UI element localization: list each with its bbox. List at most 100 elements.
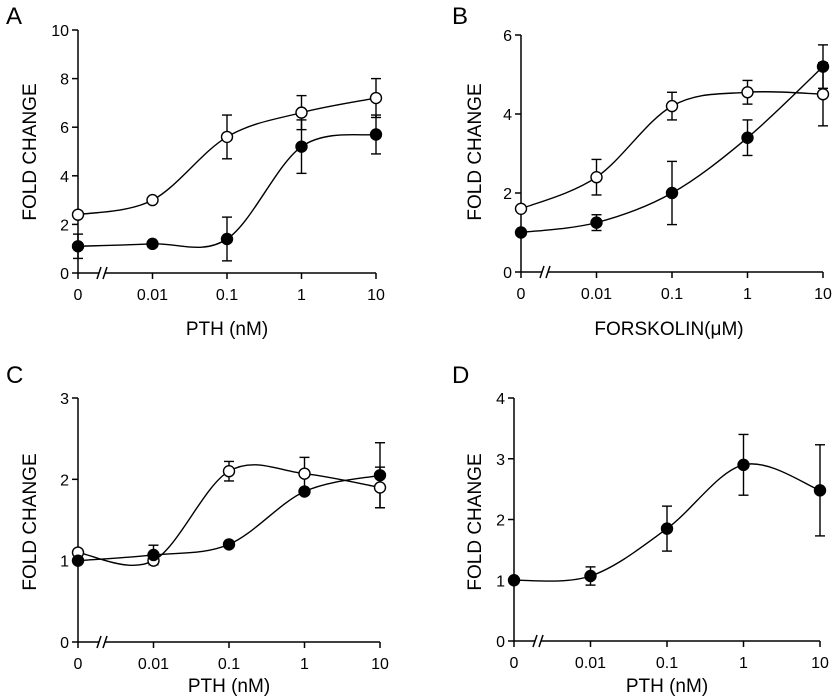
panel-d-filled-data-point [584, 569, 597, 583]
panel-a: A 0 2 4 6 8 10 0 0.01 0.1 1 10 PTH (nM) FOLD CHANG… [6, 3, 385, 340]
panel-b-x-axis-label: FORSKOLIN(μM) [594, 319, 743, 340]
panel-d-y-tick-label: 1 [496, 573, 505, 590]
panel-c-filled-data-point [298, 485, 311, 498]
panel-a-y-tick-label: 4 [60, 169, 69, 186]
panel-b-axis-break-mark [539, 265, 545, 279]
panel-b-filled-data-point [590, 216, 603, 229]
panel-d-x-tick-label: 0.1 [656, 655, 678, 672]
panel-c: C 0 1 2 3 0 0.01 0.1 1 10 PTH (nM) FOLD CHANGE [6, 362, 389, 697]
panel-b-plot: 0 2 4 6 0 0.01 0.1 1 10 [503, 28, 832, 303]
panel-a-filled-data-point [295, 140, 308, 153]
panel-a-open-data-point [295, 106, 308, 119]
panel-a-open-data-point [369, 91, 383, 105]
panel-a-x-tick-label: 1 [297, 287, 306, 304]
panel-b-filled-data-point [514, 226, 528, 239]
panel-b-filled-data-point [816, 60, 830, 73]
panel-a-open-data-point [220, 130, 234, 144]
panel-d-filled-data-point [660, 522, 674, 535]
panel-b-x-tick-label: 0 [517, 286, 526, 303]
panel-d-y-tick-label: 3 [496, 452, 505, 469]
panel-d-filled-data-point [737, 458, 750, 472]
panel-c-x-tick-label: 0.1 [218, 656, 240, 673]
panel-a-axis-break [96, 266, 108, 280]
panel-b-axis-break [539, 265, 551, 279]
panel-c-y-tick-label: 1 [60, 554, 69, 571]
panel-c-axis-break-mark [96, 635, 102, 649]
panel-a-filled-data-point [220, 232, 234, 246]
panel-a-x-tick-label: 0.1 [216, 287, 238, 304]
panel-c-y-axis-label: FOLD CHANGE [20, 453, 41, 590]
panel-d-y-tick-label: 4 [496, 391, 505, 408]
panel-c-open-data-point [222, 465, 236, 478]
panel-c-y-tick-label: 3 [60, 391, 69, 408]
panel-b-x-tick-label: 10 [814, 286, 832, 303]
panel-c-open-data-point [298, 467, 311, 480]
panel-b-x-tick-label: 0.1 [661, 286, 683, 303]
panel-c-axis-break [96, 635, 108, 649]
panel-c-y-tick-label: 2 [60, 472, 69, 489]
panel-c-x-tick-label: 0.01 [138, 656, 169, 673]
panel-d-filled-data-point [813, 484, 827, 497]
panel-b-y-tick-label: 6 [503, 28, 512, 45]
panel-b: B 0 2 4 6 0 0.01 0.1 1 10 FORSKOLIN(μM) FOLD CHA… [452, 3, 832, 340]
panel-d-y-tick-label: 2 [496, 513, 505, 530]
panel-a-plot: 0 2 4 6 8 10 0 0.01 0.1 1 10 [51, 23, 385, 304]
panel-c-axis-break-gap [99, 639, 105, 645]
panel-b-y-tick-label: 0 [503, 265, 512, 282]
panel-d-y-axis-label: FOLD CHANGE [465, 453, 486, 590]
panel-a-y-tick-label: 8 [60, 72, 69, 89]
panel-d-x-tick-label: 1 [739, 655, 748, 672]
panel-b-y-tick-label: 2 [503, 186, 512, 203]
panel-c-x-tick-label: 1 [300, 656, 309, 673]
panel-b-x-tick-label: 0.01 [581, 286, 612, 303]
panel-b-axis-break-mark [545, 265, 551, 279]
panel-d-letter: D [452, 362, 469, 389]
panel-b-open-data-point [665, 99, 679, 113]
panel-a-letter: A [6, 3, 22, 30]
panel-b-y-tick-label: 4 [503, 107, 512, 124]
panel-d-x-tick-label: 0.01 [575, 655, 606, 672]
panel-d-filled-data-point [507, 574, 521, 587]
panel-b-open-data-point [816, 88, 830, 101]
panel-b-axis-break-gap [542, 269, 548, 275]
panel-a-y-axis-label: FOLD CHANGE [20, 83, 41, 220]
panel-b-open-data-point [741, 86, 754, 99]
panel-b-filled-data-point [665, 186, 679, 200]
panel-d: D 0 1 2 3 4 0 0.01 0.1 1 10 PTH (nM) FOLD CHANGE [452, 362, 829, 697]
panel-d-plot: 0 1 2 3 4 0 0.01 0.1 1 10 [496, 391, 829, 672]
panel-c-y-tick-label: 0 [60, 635, 69, 652]
panel-d-axis-break-gap [535, 638, 541, 644]
panel-c-filled-data-point [373, 469, 387, 482]
panel-c-filled-data-point [147, 548, 160, 562]
panel-b-open-data-point [590, 170, 603, 184]
panel-b-y-axis-label: FOLD CHANGE [465, 83, 486, 220]
panel-a-open-data-point [71, 208, 85, 221]
panel-a-axis-break-mark [102, 266, 108, 280]
panel-a-filled-data-point [71, 240, 85, 253]
panel-b-x-tick-label: 1 [743, 286, 752, 303]
panel-c-axis-break-mark [102, 635, 108, 649]
panel-d-axis-break [532, 634, 544, 648]
panel-a-filled-data-point [146, 237, 159, 251]
panel-a-open-data-point [146, 193, 159, 207]
panel-c-filled-data-point [71, 554, 85, 567]
panel-c-letter: C [6, 362, 23, 389]
panel-a-axis-break-gap [99, 270, 105, 276]
panel-d-axis-break-mark [532, 634, 538, 648]
panel-d-y-tick-label: 0 [496, 634, 505, 651]
panel-b-open-data-point [514, 202, 528, 216]
panel-b-letter: B [452, 3, 468, 30]
panel-a-x-axis-label: PTH (nM) [186, 319, 268, 340]
panel-a-y-tick-label: 10 [51, 23, 69, 40]
panel-a-axis-break-mark [96, 266, 102, 280]
panel-d-axis-break-mark [538, 634, 544, 648]
panel-a-x-tick-label: 0.01 [137, 287, 168, 304]
panel-c-x-axis-label: PTH (nM) [188, 676, 270, 697]
panel-d-x-axis-label: PTH (nM) [626, 676, 708, 697]
panel-c-open-data-point [373, 481, 387, 494]
panel-c-plot: 0 1 2 3 0 0.01 0.1 1 10 [60, 391, 389, 673]
panel-a-x-tick-label: 10 [367, 287, 385, 304]
panel-a-filled-data-point [369, 128, 383, 141]
panel-a-y-tick-label: 0 [60, 266, 69, 283]
